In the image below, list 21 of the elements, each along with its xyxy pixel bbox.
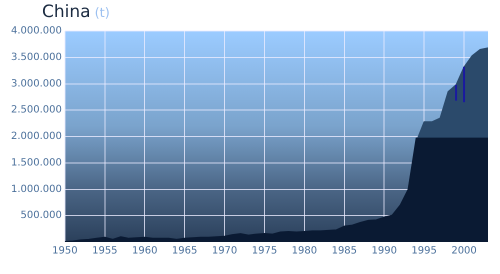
x-tick-label: 1985 <box>332 246 358 257</box>
y-tick-label: 2.500.000 <box>10 104 62 116</box>
y-tick-label: 2.000.000 <box>10 131 62 142</box>
y-tick-label: 500.000 <box>20 210 62 222</box>
chart-subtitle: (t) <box>94 6 110 21</box>
x-tick-label: 1975 <box>252 246 278 257</box>
x-tick-label: 1965 <box>172 246 198 257</box>
y-tick-label: 1.000.000 <box>10 184 62 195</box>
x-tick-label: 1995 <box>411 246 437 257</box>
x-tick-label: 1950 <box>52 246 78 257</box>
chart-title: China <box>42 2 91 22</box>
x-tick-label: 1980 <box>292 246 318 257</box>
x-tick-label: 1970 <box>212 246 238 257</box>
y-tick-label: 4.000.000 <box>10 26 62 37</box>
x-tick-label: 1990 <box>371 246 397 257</box>
x-tick-label: 2000 <box>451 246 477 257</box>
y-tick-label: 3.500.000 <box>10 52 62 63</box>
y-tick-label: 3.000.000 <box>10 78 62 90</box>
x-tick-label: 1955 <box>92 246 118 257</box>
y-tick-label: 1.500.000 <box>10 157 62 168</box>
x-tick-label: 1960 <box>132 246 158 257</box>
